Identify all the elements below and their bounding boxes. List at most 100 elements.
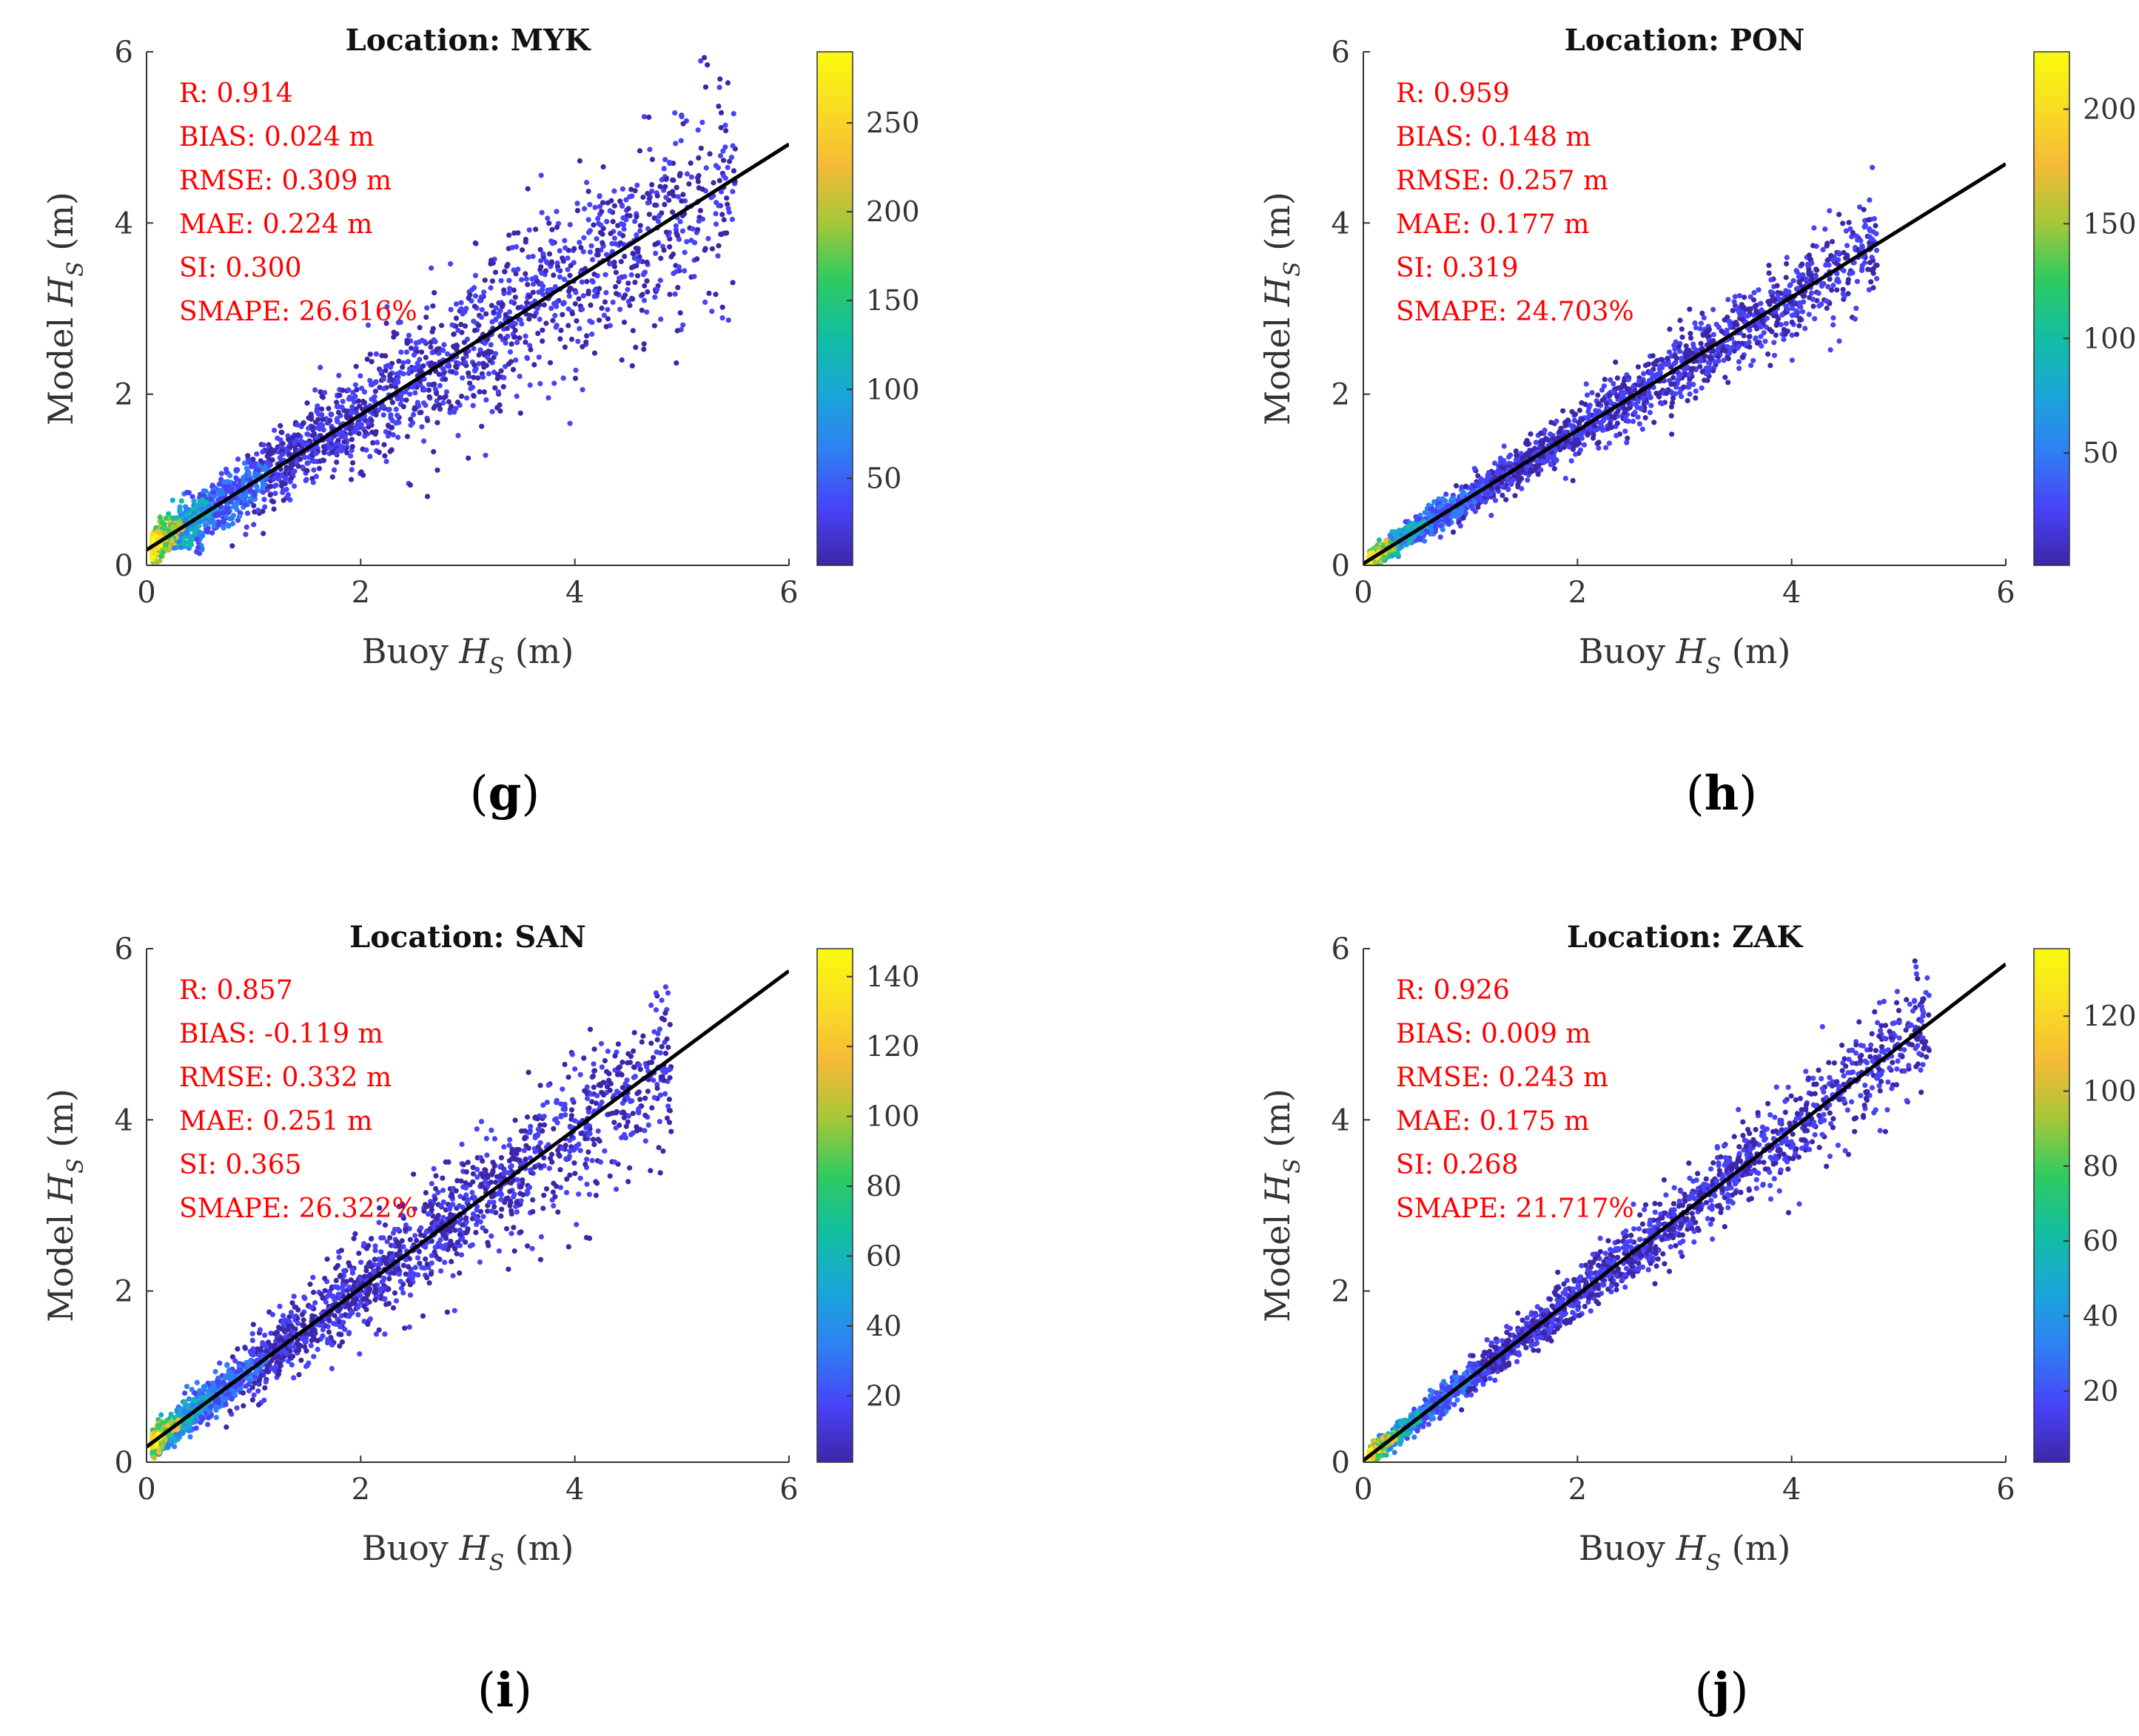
scatter-point: [1577, 447, 1584, 453]
scatter-point: [384, 303, 390, 310]
scatter-point: [540, 327, 545, 333]
scatter-point: [1816, 290, 1821, 296]
scatter-point: [574, 208, 581, 214]
scatter-point: [562, 344, 568, 350]
scatter-point: [369, 429, 375, 435]
scatter-point: [568, 263, 574, 269]
scatter-point: [367, 351, 373, 357]
scatter-point: [319, 406, 325, 412]
scatter-point: [482, 340, 488, 346]
scatter-point: [1635, 414, 1641, 420]
scatter-point: [533, 226, 539, 232]
scatter-point: [538, 172, 544, 178]
scatter-point: [662, 157, 668, 163]
scatter-point: [560, 375, 566, 381]
x-tick-label: 6: [779, 576, 798, 610]
scatter-point: [600, 200, 606, 206]
scatter-point: [695, 226, 701, 232]
scatter-point: [1827, 208, 1833, 214]
scatter-point: [1601, 383, 1607, 389]
scatter-point: [510, 366, 517, 372]
scatter-point: [1396, 528, 1402, 534]
scatter-point: [1515, 481, 1521, 488]
scatter-point: [283, 476, 289, 482]
scatter-point: [1722, 374, 1728, 380]
scatter-point: [619, 357, 625, 363]
scatter-point: [434, 391, 440, 397]
scatter-point: [680, 121, 686, 127]
scatter-point: [247, 488, 253, 494]
scatter-point: [1786, 289, 1792, 295]
scatter-point: [361, 389, 368, 395]
scatter-point: [388, 415, 394, 421]
scatter-point: [471, 285, 477, 291]
scatter-point: [646, 195, 653, 201]
scatter-point: [279, 483, 285, 489]
scatter-point: [1745, 313, 1750, 319]
scatter-point: [322, 389, 328, 396]
scatter-point: [551, 380, 557, 386]
scatter-point: [674, 269, 679, 275]
scatter-point: [725, 317, 731, 323]
scatter-point: [408, 346, 414, 351]
scatter-point: [425, 417, 431, 423]
scatter-point: [512, 327, 518, 334]
scatter-point: [1820, 246, 1826, 252]
scatter-point: [1590, 435, 1596, 441]
scatter-point: [1870, 285, 1876, 291]
scatter-point: [357, 373, 363, 379]
scatter-point: [349, 467, 355, 473]
scatter-point: [552, 283, 559, 290]
scatter-point: [432, 386, 438, 392]
scatter-point: [383, 368, 389, 374]
scatter-point: [1672, 346, 1678, 352]
scatter-point: [406, 370, 412, 376]
scatter-point: [363, 447, 369, 453]
fit-line: [147, 142, 789, 552]
scatter-point: [400, 371, 406, 377]
scatter-point: [231, 481, 237, 487]
scatter-point: [475, 375, 481, 381]
scatter-point: [574, 318, 580, 324]
scatter-point: [1796, 323, 1802, 329]
scatter-point: [311, 467, 317, 473]
scatter-point: [1676, 349, 1682, 354]
scatter-point: [729, 216, 736, 223]
scatter-point: [315, 435, 320, 441]
scatter-point: [1853, 233, 1859, 239]
scatter-point: [565, 266, 571, 272]
scatter-point: [545, 395, 551, 401]
scatter-point: [1785, 306, 1791, 312]
scatter-point: [1459, 484, 1465, 491]
scatter-point: [245, 453, 251, 459]
scatter-point: [548, 306, 554, 312]
scatter-point: [645, 226, 651, 232]
scatter-point: [624, 212, 630, 219]
scatter-point: [408, 417, 414, 423]
scatter-point: [728, 155, 735, 161]
scatter-point: [1642, 415, 1648, 421]
scatter-point: [289, 475, 295, 481]
scatter-point: [227, 516, 233, 522]
scatter-point: [230, 513, 236, 519]
scatter-point: [674, 328, 680, 334]
scatter-point: [420, 363, 426, 369]
scatter-point: [540, 338, 545, 344]
scatter-point: [1706, 326, 1712, 332]
scatter-point: [160, 550, 166, 556]
scatter-point: [266, 442, 272, 448]
scatter-point: [642, 283, 648, 289]
scatter-point: [440, 366, 446, 372]
scatter-point: [1811, 225, 1817, 231]
scatter-point: [437, 394, 443, 401]
scatter-point: [584, 333, 590, 339]
scatter-point: [389, 400, 396, 406]
scatter-point: [294, 460, 300, 465]
scatter-point: [434, 467, 440, 473]
scatter-point: [404, 340, 410, 346]
scatter-point: [628, 186, 634, 192]
scatter-point: [277, 455, 283, 461]
scatter-point: [577, 158, 583, 164]
scatter-point: [1651, 420, 1657, 425]
scatter-point: [350, 389, 356, 396]
